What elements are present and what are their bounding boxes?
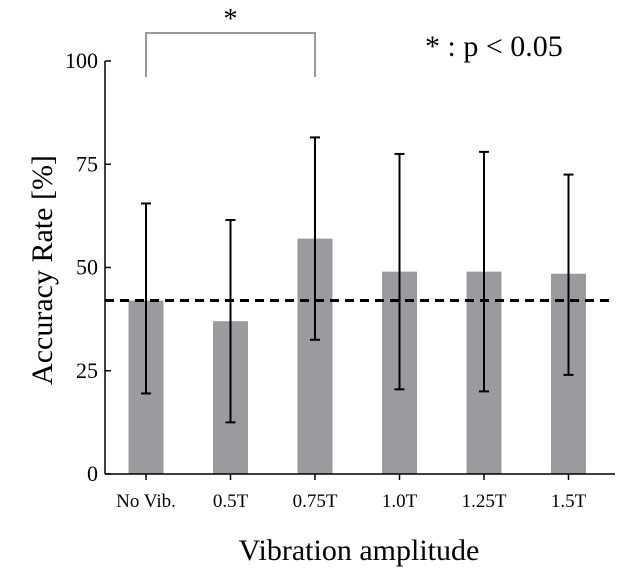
x-axis-title: Vibration amplitude — [239, 534, 480, 567]
x-ticks-group: No Vib. 0.5T 0.75T 1.0T 1.25T 1.5T — [116, 474, 587, 512]
significance-bracket: * — [145, 4, 316, 77]
y-tick-label: 0 — [87, 461, 98, 486]
significance-legend: * : p < 0.05 — [425, 30, 563, 63]
y-axis-title: Accuracy Rate [%] — [26, 155, 59, 385]
axes-group — [104, 61, 615, 475]
y-ticks-group: 0 25 50 75 100 — [65, 48, 111, 486]
y-tick-label: 100 — [65, 48, 98, 73]
y-tick-label: 50 — [76, 255, 98, 280]
x-tick-label: 0.75T — [293, 491, 338, 512]
significance-star: * — [224, 4, 238, 35]
x-tick-label: 1.0T — [382, 491, 418, 512]
x-tick-label: 0.5T — [213, 491, 249, 512]
error-bars-group — [141, 136, 574, 424]
bars-group — [128, 238, 586, 474]
y-tick-label: 25 — [76, 358, 98, 383]
x-tick-label: No Vib. — [116, 491, 176, 512]
x-tick-label: 1.25T — [462, 491, 507, 512]
significance-bracket-line — [145, 32, 316, 77]
x-tick-label: 1.5T — [551, 491, 587, 512]
y-tick-label: 75 — [76, 151, 98, 176]
